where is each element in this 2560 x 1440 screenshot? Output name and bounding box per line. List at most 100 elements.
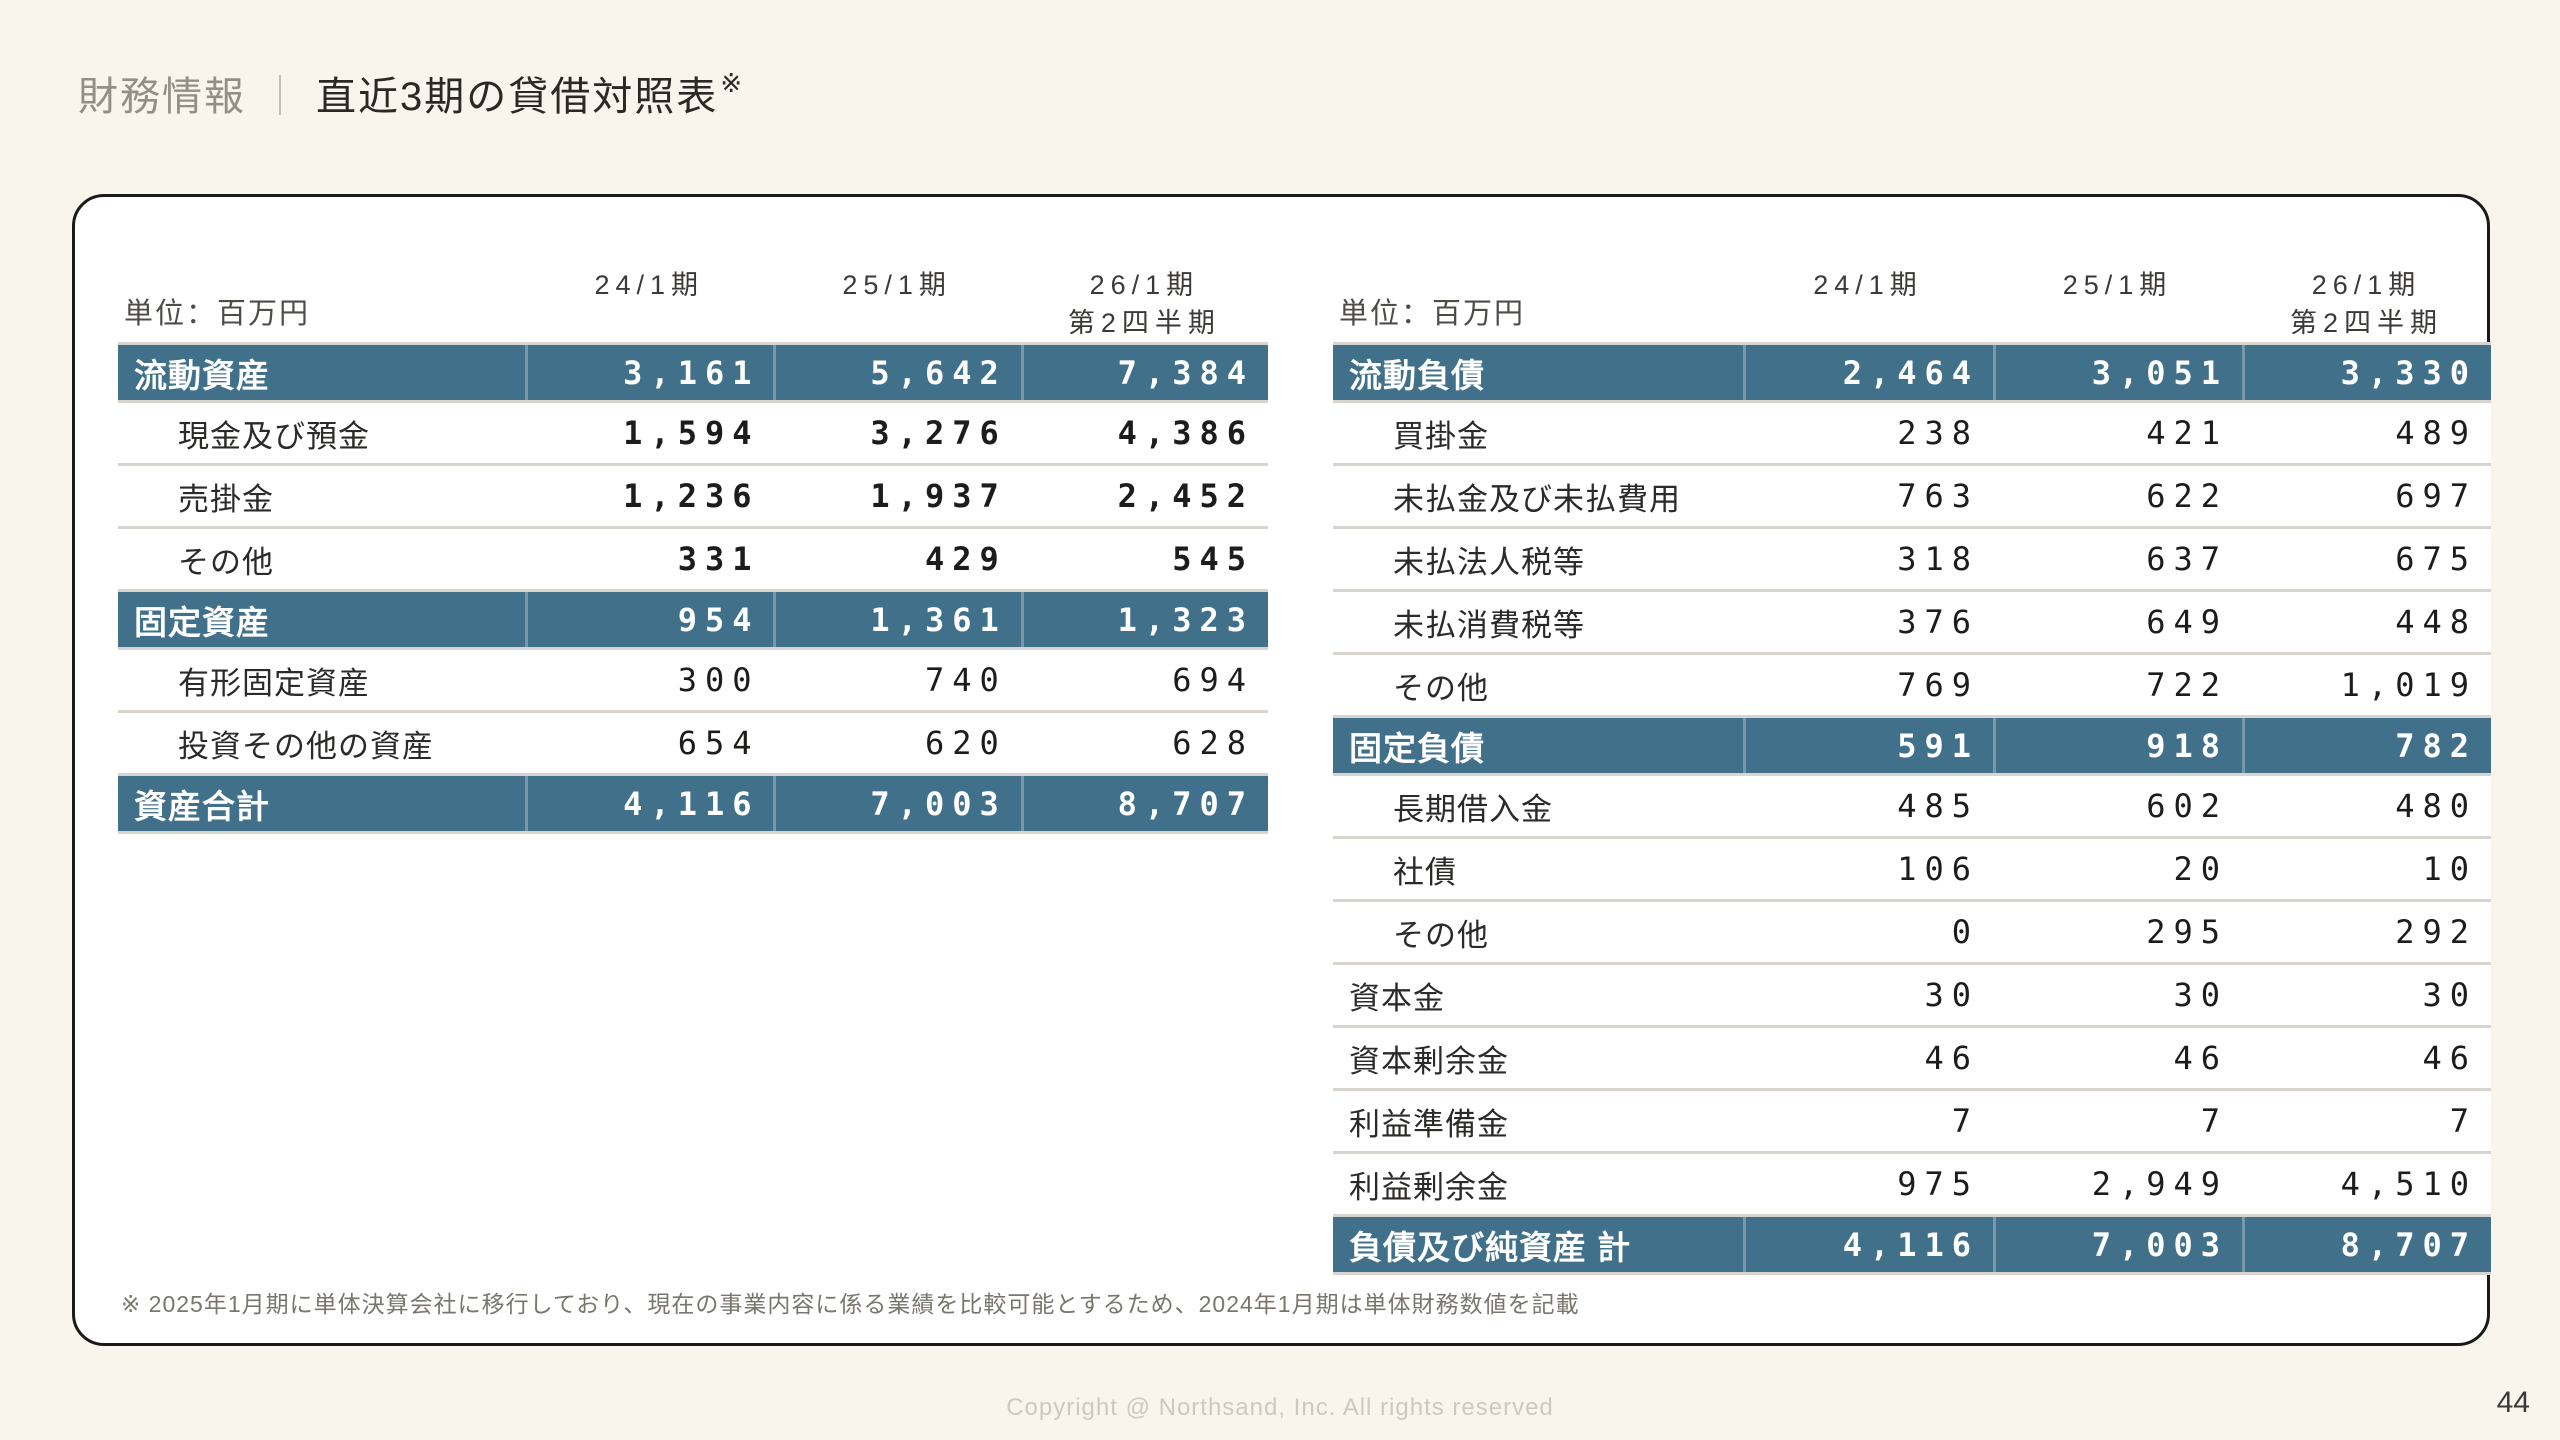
cell-value: 628 (1172, 724, 1254, 762)
cell-value: 654 (677, 724, 760, 762)
cell-value: 4,386 (1117, 414, 1254, 452)
table-row: 流動負債 2,464 3,051 3,330 (1333, 345, 2491, 403)
cell-value: 1,361 (773, 592, 1020, 647)
row-label: 長期借入金 (1393, 791, 1553, 827)
row-label: 固定負債 (1349, 729, 1485, 767)
row-label: その他 (1393, 670, 1489, 706)
period-line (1743, 304, 1993, 342)
cell-value: 106 (1897, 850, 1980, 888)
table-row: その他 769 722 1,019 (1333, 655, 2491, 718)
table-row: 固定資産 954 1,361 1,323 (118, 592, 1268, 650)
table-header-row: 単位：百万円 24/1期 25/1期 26/1期第2四半期 (1333, 235, 2491, 342)
page-title: 財務情報 ｜ 直近3期の貸借対照表※ (78, 64, 744, 122)
cell-value: 769 (1897, 666, 1980, 704)
cell-value: 429 (924, 540, 1007, 578)
cell-value: 7,384 (1020, 345, 1268, 400)
title-section: 財務情報 (78, 75, 246, 119)
cell-value: 0 (1951, 913, 1980, 951)
unit-label: 単位：百万円 (124, 298, 311, 330)
table-row: 未払法人税等 318 637 675 (1333, 529, 2491, 592)
period-line: 26/1期 (1089, 270, 1200, 300)
title-separator: ｜ (260, 75, 302, 119)
cell-value: 30 (2173, 976, 2229, 1014)
footnote: ※ 2025年1月期に単体決算会社に移行しており、現在の事業内容に係る業績を比較… (121, 1291, 1580, 1317)
cell-value: 3,276 (870, 414, 1007, 452)
row-label: その他 (178, 544, 274, 580)
cell-value: 675 (2395, 540, 2477, 578)
cell-value: 448 (2395, 603, 2477, 641)
row-label: 売掛金 (178, 481, 274, 517)
table-row: 利益剰余金 975 2,949 4,510 (1333, 1154, 2491, 1217)
cell-value: 7 (2449, 1102, 2477, 1140)
cell-value: 649 (2146, 603, 2229, 641)
table-row: 売掛金 1,236 1,937 2,452 (118, 466, 1268, 529)
table-row: その他 331 429 545 (118, 529, 1268, 592)
cell-value: 292 (2395, 913, 2477, 951)
cell-value: 318 (1897, 540, 1980, 578)
period-line (525, 304, 773, 342)
cell-value: 331 (677, 540, 760, 578)
row-label: 買掛金 (1393, 418, 1489, 454)
cell-value: 1,594 (623, 414, 760, 452)
row-label: 利益剰余金 (1349, 1169, 1509, 1205)
cell-value: 3,161 (525, 345, 773, 400)
cell-value: 545 (1172, 540, 1254, 578)
cell-value: 4,116 (1742, 1217, 1993, 1272)
cell-value: 2,452 (1117, 477, 1254, 515)
cell-value: 694 (1172, 661, 1254, 699)
cell-value: 46 (2173, 1039, 2229, 1077)
cell-value: 10 (2422, 850, 2477, 888)
period-line: 25/1期 (2062, 270, 2173, 300)
cell-value: 20 (2173, 850, 2229, 888)
row-label: 有形固定資産 (178, 665, 370, 701)
cell-value: 295 (2146, 913, 2229, 951)
period-line: 第2四半期 (1067, 308, 1221, 338)
cell-value: 5,642 (773, 345, 1020, 400)
cell-value: 1,323 (1020, 592, 1268, 647)
cell-value: 1,236 (623, 477, 760, 515)
table-body: 流動資産 3,161 5,642 7,384 現金及び預金 1,594 3,276 4,386… (118, 342, 1268, 834)
cell-value: 8,707 (1020, 776, 1268, 831)
cell-value: 602 (2146, 787, 2229, 825)
table-row: 有形固定資産 300 740 694 (118, 650, 1268, 713)
table-row: 未払消費税等 376 649 448 (1333, 592, 2491, 655)
assets-table: 単位：百万円 24/1期 25/1期 26/1期 第2四半期 流動資産 3,161 5,642… (118, 235, 1268, 834)
title-footnote-mark: ※ (720, 68, 745, 98)
period-line: 24/1期 (1813, 270, 1923, 300)
cell-value: 975 (1897, 1165, 1980, 1203)
row-label: 未払金及び未払費用 (1393, 481, 1681, 517)
period-column-header: 24/1期 (1743, 266, 1993, 342)
cell-value: 622 (2146, 477, 2229, 515)
cell-value: 300 (677, 661, 760, 699)
table-row: 未払金及び未払費用 763 622 697 (1333, 466, 2491, 529)
unit-label: 単位：百万円 (1339, 298, 1526, 330)
row-label: 未払消費税等 (1393, 607, 1585, 643)
table-row: 社債 106 20 10 (1333, 839, 2491, 902)
table-row: その他 0 295 292 (1333, 902, 2491, 965)
period-column-header: 26/1期第2四半期 (2242, 266, 2491, 342)
row-label: 社債 (1393, 854, 1457, 890)
cell-value: 7 (1951, 1102, 1980, 1140)
cell-value: 46 (2422, 1039, 2477, 1077)
row-label: 負債及び純資産 計 (1349, 1228, 1632, 1266)
cell-value: 4,510 (2340, 1165, 2477, 1203)
row-label: 投資その他の資産 (178, 728, 434, 764)
cell-value: 8,707 (2242, 1217, 2491, 1272)
cell-value: 637 (2146, 540, 2229, 578)
period-line: 26/1期 (2311, 270, 2422, 300)
cell-value: 3,051 (1993, 345, 2242, 400)
cell-value: 238 (1897, 414, 1980, 452)
table-row: 現金及び預金 1,594 3,276 4,386 (118, 403, 1268, 466)
table-row: 長期借入金 485 602 480 (1333, 776, 2491, 839)
cell-value: 697 (2395, 477, 2477, 515)
table-row: 固定負債 591 918 782 (1333, 718, 2491, 776)
cell-value: 620 (924, 724, 1007, 762)
cell-value: 7 (2200, 1102, 2229, 1140)
table-row: 利益準備金 7 7 7 (1333, 1091, 2491, 1154)
row-label: 流動資産 (134, 356, 270, 394)
cell-value: 7,003 (1993, 1217, 2242, 1272)
period-line: 第2四半期 (2289, 308, 2444, 338)
cell-value: 591 (1742, 718, 1993, 773)
row-label: 利益準備金 (1349, 1106, 1509, 1142)
